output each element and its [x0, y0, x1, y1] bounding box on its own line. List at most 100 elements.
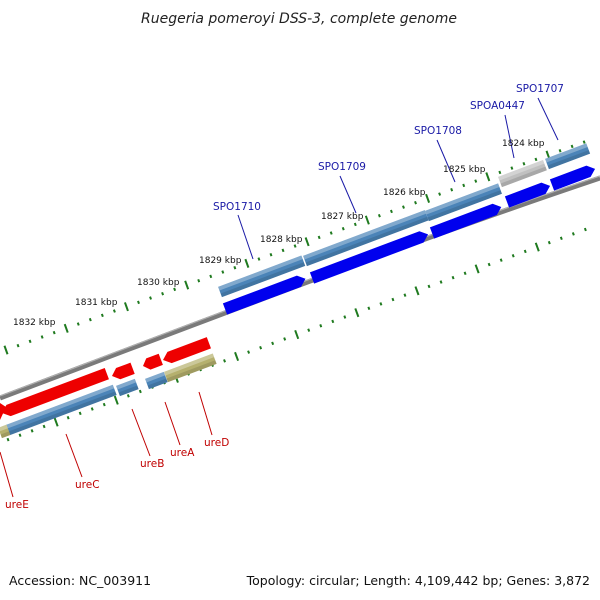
outer-ruler-tick	[485, 172, 491, 182]
inner-ruler-tick	[511, 254, 515, 258]
forward-cds-group	[309, 231, 429, 284]
forward-cog-bar-shade	[500, 166, 547, 188]
reverse-cog-group	[6, 384, 117, 436]
reverse-cds-group	[163, 337, 211, 364]
outer-ruler-tick	[257, 257, 261, 261]
forward-cog-bar-shine	[425, 183, 500, 215]
inner-ruler-tick	[259, 345, 263, 350]
reverse-cds-arrow	[2, 367, 109, 417]
forward-cog-bar	[498, 159, 547, 188]
outer-ruler-tick	[558, 149, 562, 153]
forward-cog-bar-shine	[498, 159, 545, 181]
inner-ruler-tick	[391, 297, 395, 302]
inner-ruler-tick	[403, 293, 407, 297]
forward-cog-bar-shine	[545, 143, 588, 163]
forward-cog-group	[498, 159, 547, 188]
forward-cog-bar-shade	[427, 190, 502, 222]
gene-label-forward: SPOA0447	[470, 100, 525, 112]
gene-leader-line	[65, 433, 83, 478]
inner-ruler-tick	[427, 284, 431, 289]
outer-ruler-tick	[304, 237, 310, 247]
outer-ruler-tick	[293, 244, 297, 248]
inner-ruler-tick	[439, 280, 443, 284]
gene-label-forward: SPO1710	[213, 201, 261, 213]
inner-ruler-tick	[307, 328, 311, 332]
reverse-cog-bar-shade	[147, 378, 168, 390]
gene-label-reverse: ureD	[204, 437, 229, 449]
inner-ruler-tick	[126, 394, 130, 398]
forward-cog-bar-shine	[303, 210, 427, 260]
inner-ruler-tick	[367, 306, 371, 311]
inner-ruler-tick	[66, 415, 70, 420]
inner-ruler-tick	[451, 275, 455, 280]
outer-ruler-tick	[40, 335, 44, 339]
gene-features	[0, 143, 596, 439]
reverse-cog-bar-shine	[6, 384, 115, 429]
gene-label-reverse: ureC	[75, 479, 100, 491]
genome-backbone	[0, 175, 600, 401]
inner-ruler-tick	[30, 429, 34, 433]
outer-ruler-tick	[582, 140, 586, 144]
outer-ruler-tick	[402, 205, 405, 209]
gene-leader-line	[198, 391, 213, 436]
forward-cog-group	[425, 183, 502, 222]
reverse-cog-bar	[164, 353, 217, 383]
outer-ruler-tick	[173, 287, 177, 292]
outer-ruler-tick	[414, 200, 417, 205]
outer-ruler-tick	[364, 215, 370, 225]
kbp-label: 1831 kbp	[75, 298, 118, 308]
outer-ruler-tick	[534, 157, 538, 162]
gene-leader-line	[537, 97, 559, 141]
forward-cds-group	[549, 165, 596, 191]
inner-ruler-tick	[138, 389, 142, 394]
outer-ruler-tick	[281, 248, 285, 253]
inner-ruler-tick	[42, 424, 46, 429]
gene-label-reverse: ureA	[170, 447, 195, 459]
outer-ruler-tick	[317, 235, 321, 240]
outer-ruler-tick	[161, 291, 165, 296]
outer-ruler-tick	[221, 270, 225, 274]
forward-cds-arrow	[429, 203, 502, 239]
forward-cog-bar-shine	[218, 255, 303, 291]
forward-cds-arrow	[222, 275, 306, 315]
inner-ruler-tick	[559, 236, 563, 241]
gene-leader-line	[164, 401, 181, 446]
outer-ruler-tick	[450, 187, 454, 192]
inner-ruler-tick	[223, 359, 226, 363]
outer-ruler-tick	[425, 193, 431, 203]
inner-ruler-tick	[379, 302, 383, 306]
gene-labels: SPO1710 SPO1709 SPO1708 SPOA0447 SPO1707 ureE…	[0, 83, 564, 511]
forward-cog-bar	[303, 210, 429, 267]
reverse-cog-bar-edge	[0, 424, 11, 439]
outer-ruler-tick	[498, 170, 502, 175]
forward-cds-arrow	[309, 231, 429, 284]
gene-label-forward: SPO1708	[414, 125, 462, 137]
gene-label-forward: SPO1707	[516, 83, 564, 95]
inner-ruler-tick	[90, 407, 94, 411]
kbp-label: 1826 kbp	[383, 188, 426, 198]
outer-ruler-tick	[244, 258, 250, 268]
outer-ruler-tick	[184, 280, 190, 290]
inner-ruler-tick	[78, 411, 82, 416]
reverse-cog-bar	[116, 378, 139, 397]
inner-ruler-tick	[463, 271, 467, 276]
outer-ruler-tick	[233, 265, 237, 270]
kbp-label: 1828 kbp	[260, 235, 303, 245]
outer-ruler-tick	[137, 300, 140, 305]
reverse-cog-bar	[6, 384, 117, 436]
kbp-label: 1830 kbp	[137, 278, 180, 288]
outer-ruler-tick	[3, 345, 9, 355]
kbp-label: 1829 kbp	[199, 256, 242, 266]
outer-ruler-tick	[100, 313, 104, 318]
kbp-label: 1827 kbp	[321, 212, 364, 222]
forward-cds-arrow	[549, 165, 596, 191]
outer-ruler-tick	[52, 330, 56, 335]
kbp-label: 1832 kbp	[13, 318, 56, 328]
gene-leader-line	[436, 139, 456, 183]
forward-cog-bar	[218, 255, 306, 298]
kbp-label: 1825 kbp	[443, 165, 486, 175]
outer-ruler-tick	[149, 296, 152, 300]
outer-ruler-tick	[28, 339, 32, 344]
